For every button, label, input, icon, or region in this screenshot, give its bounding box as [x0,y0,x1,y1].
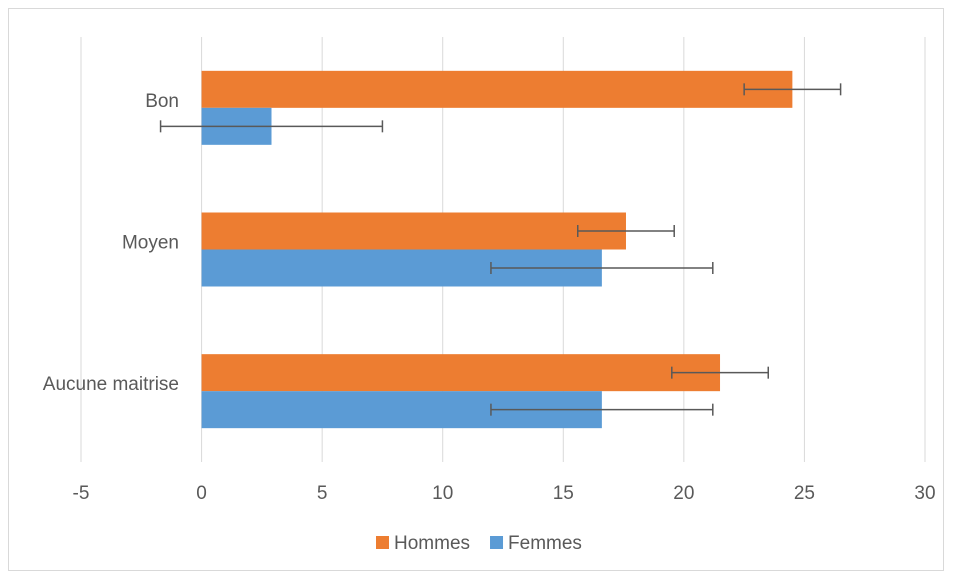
x-axis-tick-labels: -5 0 5 10 15 20 25 30 [73,483,936,504]
x-tick-label-15: 15 [553,483,574,504]
bars [201,70,793,429]
bar-hommes-aucune-maitrise [201,354,721,392]
legend-swatch-femmes [490,536,504,549]
legend-label-hommes: Hommes [394,533,470,554]
x-tick-label-30: 30 [914,483,935,504]
bar-hommes-moyen [201,212,626,250]
x-tick-label-10: 10 [432,483,453,504]
bar-hommes-bon [201,70,793,108]
legend-swatch-hommes [376,536,389,549]
x-tick-label-5: -5 [73,483,90,504]
x-tick-label-25: 25 [794,483,815,504]
category-label-moyen: Moyen [122,233,179,254]
category-label-bon: Bon [145,91,179,112]
error-bars [159,83,842,416]
x-tick-label-5: 5 [317,483,328,504]
category-label-aucune-maitrise: Aucune maitrise [43,374,179,395]
category-labels: Bon Moyen Aucune maitrise [43,91,179,395]
legend: Hommes Femmes [376,533,582,554]
x-tick-label-20: 20 [673,483,694,504]
x-tick-label-0: 0 [196,483,207,504]
legend-label-femmes: Femmes [508,533,582,554]
